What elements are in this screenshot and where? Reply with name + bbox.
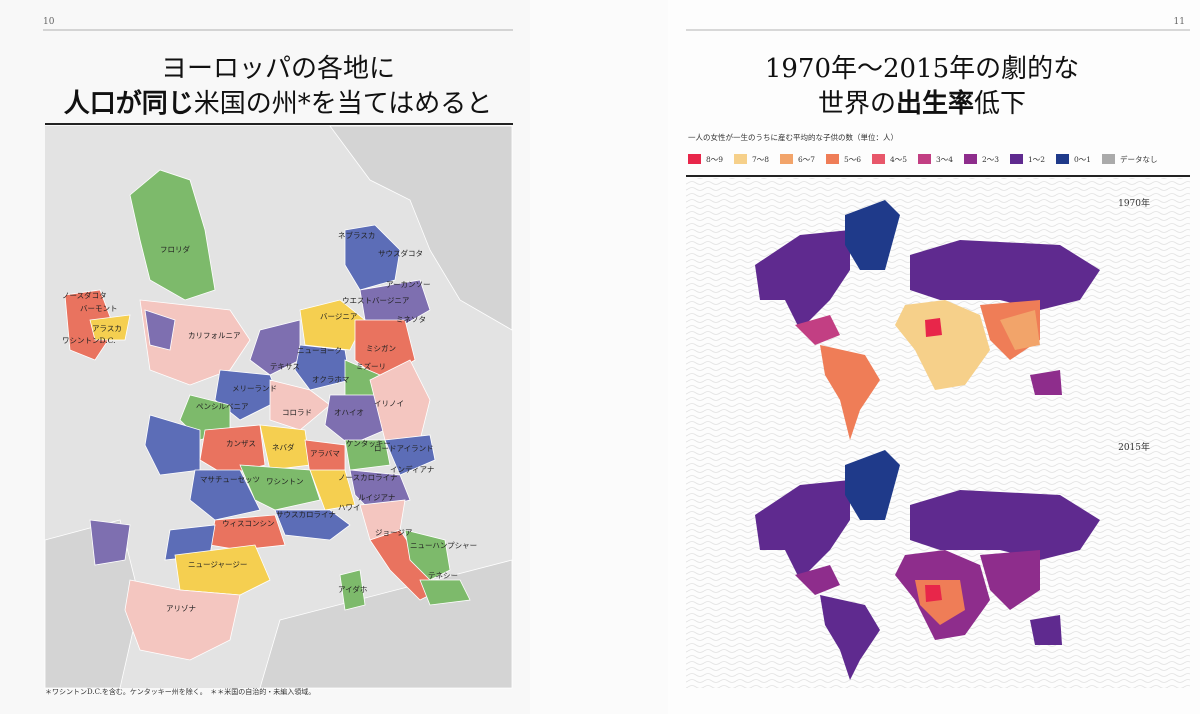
legend-swatch — [688, 154, 701, 164]
legend-swatch — [1010, 154, 1023, 164]
state-label: アラバマ — [310, 449, 340, 458]
state-label: ルイジアナ — [358, 493, 395, 502]
state-label: ハワイ — [338, 503, 361, 512]
state-label: ワシントンD.C. — [62, 336, 116, 345]
state-label: マサチューセッツ — [200, 475, 260, 484]
legend-label: 0～1 — [1074, 155, 1091, 164]
title-bold: 人口が同じ — [64, 88, 194, 119]
state-label: ジョージア — [375, 528, 412, 537]
state-label: ロードアイランド — [374, 444, 434, 453]
state-label: ニューハンプシャー — [410, 541, 477, 550]
state-label: カリフォルニア — [188, 331, 241, 340]
map-label: 1970年 — [1118, 197, 1150, 209]
state-label: イリノイ — [374, 399, 404, 408]
legend-swatch — [734, 154, 747, 164]
state-label: テネシー — [428, 571, 458, 580]
legend-label: 8～9 — [706, 155, 723, 164]
state-label: ネブラスカ — [338, 230, 375, 240]
title: 世界の出生率低下 — [818, 88, 1026, 119]
state-label: ミズーリ — [356, 361, 386, 371]
state-label: アーカンソー — [386, 280, 431, 289]
state-label: メリーランド — [232, 384, 277, 393]
legend-label: データなし — [1120, 154, 1158, 164]
map-label: 2015年 — [1118, 441, 1150, 453]
state-label: アイダホ — [338, 584, 367, 594]
state-label: カンザス — [226, 439, 256, 448]
legend-title: 一人の女性が一生のうちに産む平均的な子供の数（単位：人） — [688, 132, 898, 142]
europe-map — [44, 125, 513, 689]
title: ヨーロッパの各地に — [161, 54, 395, 84]
world-map-2015 — [755, 450, 1100, 680]
state-label: ニュージャージー — [188, 560, 247, 569]
legend-swatch — [1056, 154, 1069, 164]
state-label: オクラホマ — [312, 375, 349, 384]
state-label: アラスカ — [92, 324, 122, 333]
page-number: 11 — [1174, 17, 1185, 27]
page-number: 10 — [43, 17, 55, 27]
legend-label: 1～2 — [1028, 155, 1045, 164]
state-label: インディアナ — [390, 464, 434, 474]
state-label: ニューヨーク — [297, 346, 342, 355]
state-label: ケンタッキー — [346, 439, 391, 448]
legend-label: 6～7 — [798, 155, 815, 164]
state-label: オハイオ — [334, 408, 364, 417]
title-pre: 世界の — [818, 89, 896, 119]
legend-label: 5～6 — [844, 155, 861, 164]
state-label: アリゾナ — [166, 604, 196, 613]
title-bold: 出生率 — [896, 88, 974, 119]
state-label: サウスダコタ — [378, 248, 423, 258]
state-label: ウエストバージニア — [342, 296, 409, 305]
state-label: サウスカロライナ — [276, 510, 336, 519]
legend-swatch — [780, 154, 793, 164]
title-post: 低下 — [974, 89, 1026, 119]
state-label: ノースダコタ — [62, 290, 107, 300]
state-label: フロリダ — [160, 244, 190, 254]
state-label: ウィスコンシン — [222, 519, 275, 528]
state-label: ミシガン — [366, 343, 396, 353]
state-label: ワシントン — [266, 477, 304, 486]
legend-swatch — [826, 154, 839, 164]
state-label: テキサス — [270, 362, 300, 371]
state-label: バーモント — [80, 304, 118, 313]
state-label: バージニア — [320, 312, 357, 321]
state-label: コロラド — [282, 408, 312, 417]
world-map-1970 — [755, 200, 1100, 440]
legend-label: 3～4 — [936, 155, 953, 164]
state-label: ネバダ — [272, 442, 295, 452]
legend: 8～9 7～8 6～7 5～6 4～5 3～4 2～3 1～2 0～1 データなし — [688, 154, 1158, 164]
legend-label: 7～8 — [752, 155, 769, 164]
state-label: ミネソタ — [396, 315, 426, 324]
legend-swatch — [964, 154, 977, 164]
legend-label: 2～3 — [982, 155, 999, 164]
legend-swatch — [1102, 154, 1115, 164]
legend-swatch — [872, 154, 885, 164]
footnote: ＊ワシントンD.C.を含む。ケンタッキー州を除く。 ＊＊米国の自治的・未編入領域… — [45, 687, 315, 696]
title: 人口が同じ米国の州*を当てはめると — [64, 88, 493, 119]
legend-swatch — [918, 154, 931, 164]
state-label: ペンシルベニア — [196, 402, 249, 411]
legend-label: 4～5 — [890, 155, 907, 164]
title-rest: 米国の州*を当てはめると — [194, 89, 492, 119]
title: 1970年～2015年の劇的な — [765, 54, 1079, 84]
state-label: ノースカロライナ — [338, 473, 397, 482]
